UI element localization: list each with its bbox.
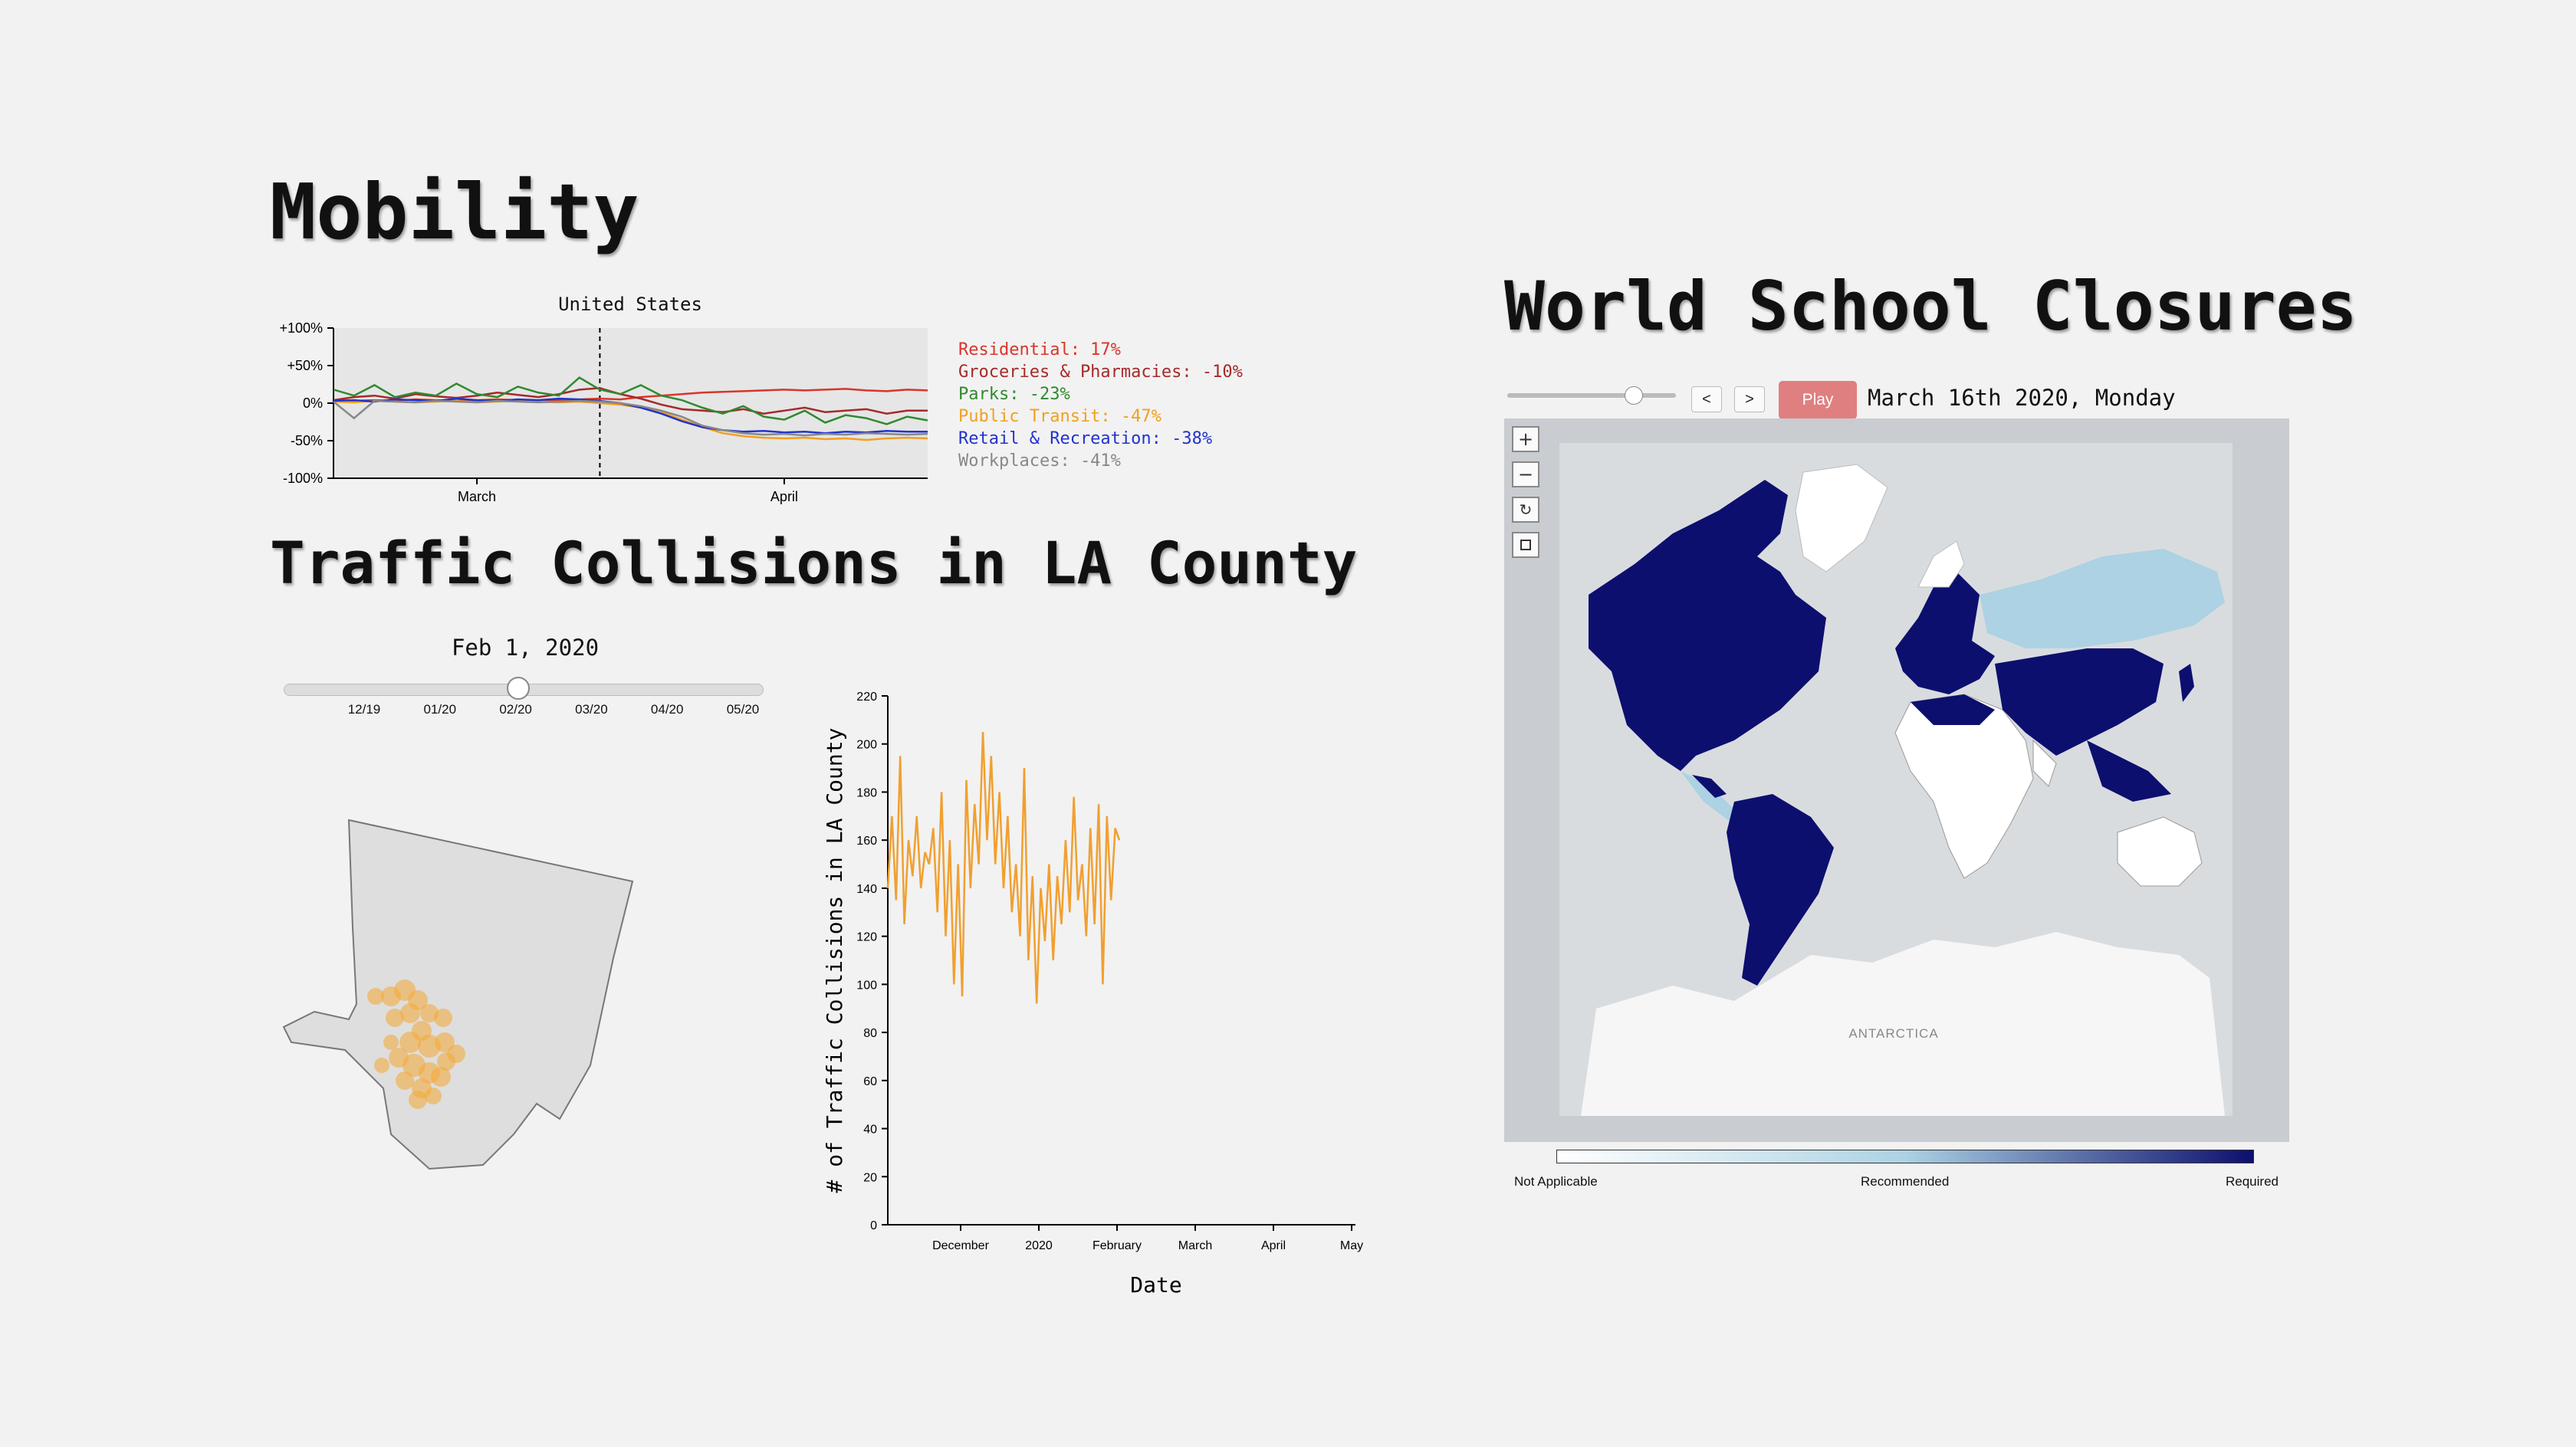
play-button[interactable]: Play	[1779, 381, 1857, 419]
slider-tick-label: 12/19	[347, 702, 381, 717]
y-tick-label: 0	[870, 1219, 877, 1232]
region-india-white	[2032, 739, 2057, 787]
y-tick-label: 120	[856, 931, 877, 944]
reset-rotate-button[interactable]: ↻	[1512, 497, 1539, 523]
y-tick-label: 0%	[303, 395, 323, 411]
y-axis-label: # of Traffic Collisions in LA County	[822, 728, 847, 1193]
slider-tick-label: 04/20	[650, 702, 684, 717]
region-greenland	[1795, 464, 1888, 573]
y-tick-label: 220	[856, 691, 877, 704]
x-tick-label: May	[1340, 1239, 1363, 1252]
region-japan	[2179, 664, 2194, 702]
legend-gradient	[1556, 1150, 2254, 1163]
slider-tick-label: 01/20	[423, 702, 457, 717]
slider-thumb[interactable]	[506, 677, 530, 700]
y-tick-label: 20	[863, 1171, 877, 1184]
antarctica-label: ANTARCTICA	[1848, 1026, 1938, 1041]
slider-ticks: 12/19 01/20 02/20 03/20 04/20 05/20	[284, 699, 762, 717]
mobility-legend-item: Groceries & Pharmacies: -10%	[958, 363, 1243, 382]
next-button[interactable]: >	[1734, 386, 1765, 412]
mobility-legend: Residential: 17% Groceries & Pharmacies: …	[958, 339, 1243, 472]
y-tick-label: 40	[863, 1124, 877, 1137]
traffic-slider-date: Feb 1, 2020	[451, 635, 600, 661]
region-central-america-req	[1692, 775, 1727, 798]
legend-not-applicable: Not Applicable	[1514, 1174, 1598, 1189]
region-russia	[1980, 549, 2225, 648]
schools-heading: World School Closures	[1504, 267, 2358, 346]
zoom-in-button[interactable]: +	[1512, 426, 1539, 452]
mobility-legend-item: Public Transit: -47%	[958, 407, 1162, 426]
mobility-chart: +100% +50% 0% -50% -100% March April	[279, 320, 928, 504]
slider-tick-label: 02/20	[499, 702, 532, 717]
y-tick-label: +50%	[287, 358, 323, 373]
x-tick-label: March	[1178, 1239, 1212, 1252]
region-north-africa-req	[1911, 694, 1995, 725]
slider-tick-label: 05/20	[726, 702, 760, 717]
closure-color-legend	[1556, 1150, 2254, 1163]
la-county-map	[282, 819, 634, 1170]
mobility-heading: Mobility	[270, 167, 639, 257]
traffic-date-slider[interactable]: 12/19 01/20 02/20 03/20 04/20 05/20	[284, 677, 764, 717]
schools-time-slider[interactable]	[1507, 386, 1676, 405]
fit-bounds-button[interactable]	[1512, 532, 1539, 558]
y-tick-label: -100%	[283, 471, 323, 486]
world-map[interactable]: ANTARCTICA	[1504, 418, 2289, 1142]
traffic-chart: 0 20 40 60 80 100 120 140 160 180 200 220 December 20…	[822, 691, 1363, 1298]
series-line-workplaces	[333, 399, 928, 437]
region-southeast-asia	[2087, 740, 2171, 802]
collisions-line	[886, 731, 1121, 1004]
legend-required: Required	[2226, 1174, 2279, 1189]
y-tick-label: 80	[863, 1027, 877, 1040]
x-tick-label: March	[458, 489, 496, 504]
y-tick-label: 60	[863, 1075, 877, 1088]
region-south-america	[1727, 794, 1834, 986]
y-tick-label: 200	[856, 739, 877, 752]
region-north-america	[1589, 480, 1826, 771]
mobility-legend-item: Parks: -23%	[958, 385, 1070, 404]
series-line-parks	[333, 376, 928, 425]
collision-points	[367, 979, 465, 1109]
mobility-legend-item: Residential: 17%	[958, 340, 1121, 359]
region-antarctica	[1581, 932, 2225, 1116]
x-tick-label: April	[770, 489, 798, 504]
schools-date-text: March 16th 2020, Monday	[1868, 385, 2176, 411]
slider-tick-label: 03/20	[575, 702, 608, 717]
region-scandinavia	[1917, 540, 1965, 588]
y-tick-label: 160	[856, 835, 877, 848]
y-tick-label: 140	[856, 883, 877, 896]
region-australia	[2117, 816, 2203, 887]
world-map-panel[interactable]: ANTARCTICA + − ↻	[1504, 418, 2289, 1142]
region-europe	[1895, 572, 1995, 694]
x-tick-label: February	[1092, 1239, 1142, 1252]
mobility-legend-item: Retail & Recreation: -38%	[958, 429, 1213, 448]
x-tick-label: 2020	[1025, 1239, 1053, 1252]
mobility-plot-area	[334, 328, 928, 478]
x-tick-label: December	[932, 1239, 989, 1252]
square-icon	[1520, 540, 1531, 550]
la-county-outline	[282, 819, 634, 1170]
y-tick-label: -50%	[291, 433, 323, 448]
y-tick-label: 180	[856, 786, 877, 799]
region-asia	[1995, 648, 2164, 756]
legend-recommended: Recommended	[1861, 1174, 1950, 1189]
y-tick-label: 100	[856, 979, 877, 992]
x-axis-label: Date	[1130, 1272, 1181, 1298]
x-tick-label: April	[1261, 1239, 1286, 1252]
zoom-out-button[interactable]: −	[1512, 461, 1539, 487]
traffic-heading: Traffic Collisions in LA County	[270, 529, 1358, 597]
slider-track[interactable]	[1507, 393, 1676, 398]
y-tick-label: +100%	[279, 320, 323, 336]
mobility-chart-title: United States	[558, 294, 702, 315]
prev-button[interactable]: <	[1691, 386, 1722, 412]
mobility-legend-item: Workplaces: -41%	[958, 451, 1121, 471]
slider-thumb[interactable]	[1625, 386, 1643, 405]
